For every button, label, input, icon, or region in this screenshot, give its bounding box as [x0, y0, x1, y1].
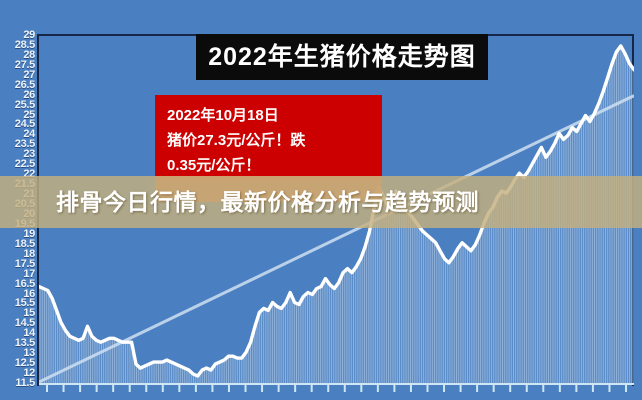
chart-title: 2022年生猪价格走势图	[208, 42, 476, 71]
y-tick-label: 23	[23, 148, 35, 161]
y-tick-label: 18.5	[14, 237, 36, 250]
chart-title-box: 2022年生猪价格走势图	[196, 34, 488, 80]
y-tick-label: 25	[23, 108, 35, 121]
y-tick-label: 27.5	[14, 58, 36, 71]
y-tick-label: 28.5	[14, 38, 36, 51]
y-tick-label: 25.5	[14, 98, 36, 111]
y-tick-label: 24	[23, 128, 35, 141]
callout-change: 0.35元/公斤！	[167, 157, 261, 174]
y-tick-label: 19	[23, 227, 35, 240]
y-tick-label: 13	[23, 347, 35, 360]
y-tick-label: 29	[23, 29, 35, 41]
y-tick-label: 12	[23, 367, 35, 380]
y-tick-label: 14.5	[14, 317, 36, 330]
headline-text: 排骨今日行情，最新价格分析与趋势预测	[56, 188, 479, 215]
callout-date: 2022年10月18日	[167, 107, 279, 124]
y-tick-label: 17	[23, 267, 35, 280]
y-tick-label: 16	[23, 287, 35, 300]
headline-banner: 排骨今日行情，最新价格分析与趋势预测	[0, 176, 642, 228]
y-tick-label: 15	[23, 307, 35, 320]
price-callout-box: 2022年10月18日 猪价27.3元/公斤！跌 0.35元/公斤！	[155, 95, 382, 180]
y-tick-label: 22.5	[14, 158, 36, 171]
y-tick-label: 15.5	[14, 297, 36, 310]
y-tick-label: 23.5	[14, 138, 36, 151]
y-tick-label: 26	[23, 88, 35, 101]
y-tick-label: 17.5	[14, 257, 36, 270]
y-tick-label: 28	[23, 48, 35, 61]
y-tick-label: 26.5	[14, 78, 36, 91]
y-tick-label: 18	[23, 247, 35, 260]
y-tick-label: 14	[23, 327, 35, 340]
trend-line	[39, 94, 634, 384]
y-tick-label: 12.5	[14, 357, 36, 370]
y-tick-label: 22	[23, 168, 35, 181]
callout-price: 猪价27.3元/公斤！跌	[167, 132, 306, 149]
y-tick-label: 11.5	[15, 377, 35, 389]
y-tick-label: 24.5	[14, 118, 36, 131]
y-tick-label: 13.5	[14, 337, 36, 350]
price-line	[39, 44, 634, 378]
y-tick-label: 27	[23, 68, 35, 81]
y-tick-label: 16.5	[14, 277, 36, 290]
x-axis-ticks	[46, 384, 627, 392]
